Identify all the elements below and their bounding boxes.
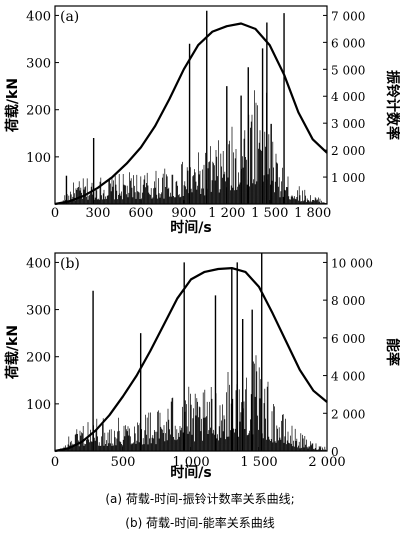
x-tick-label: 0 bbox=[51, 455, 59, 470]
x-tick-label: 1 800 bbox=[294, 206, 331, 221]
caption-a: (a) 荷载-时间-振铃计数率关系曲线; bbox=[105, 492, 295, 506]
x-tick-label: 300 bbox=[86, 206, 111, 221]
x-tick-label: 0 bbox=[51, 206, 59, 221]
y2-tick-label: 7 000 bbox=[331, 9, 365, 23]
y2-tick-label: 10 000 bbox=[331, 256, 373, 270]
y-tick-label: 200 bbox=[26, 351, 51, 366]
y-tick-label: 300 bbox=[26, 57, 51, 72]
y-axis-label: 荷载/kN bbox=[4, 325, 21, 380]
x-tick-label: 1 500 bbox=[240, 455, 277, 470]
load-curve bbox=[54, 267, 328, 453]
y2-tick-label: 1 000 bbox=[331, 171, 365, 185]
y2-tick-label: 3 000 bbox=[331, 117, 365, 131]
plot-frame bbox=[54, 5, 328, 205]
y-tick-label: 400 bbox=[26, 9, 51, 24]
x-tick-label: 500 bbox=[111, 455, 136, 470]
y2-tick-label: 8 000 bbox=[331, 294, 365, 308]
y2-axis-label: 振铃计数率 bbox=[384, 70, 400, 140]
x-tick-label: 1 200 bbox=[208, 206, 245, 221]
x-tick-label: 600 bbox=[128, 206, 153, 221]
x-tick-label: 1 500 bbox=[251, 206, 288, 221]
y-axis-label: 荷载/kN bbox=[4, 78, 21, 133]
y-tick-label: 300 bbox=[26, 304, 51, 319]
x-tick-label: 2 000 bbox=[308, 455, 345, 470]
panel-label: (a) bbox=[60, 9, 79, 25]
y2-tick-label: 6 000 bbox=[331, 332, 365, 346]
y2-tick-label: 5 000 bbox=[331, 63, 365, 77]
x-axis-label: 时间/s bbox=[170, 219, 211, 236]
y2-tick-label: 2 000 bbox=[331, 407, 365, 421]
x-tick-label: 1 000 bbox=[172, 455, 209, 470]
y2-tick-label: 6 000 bbox=[331, 36, 365, 50]
load-curve bbox=[54, 22, 328, 206]
panel-label: (b) bbox=[60, 256, 80, 272]
y2-tick-label: 0 bbox=[331, 445, 339, 459]
y-tick-label: 100 bbox=[26, 151, 51, 166]
x-axis-label: 时间/s bbox=[170, 464, 211, 481]
y-tick-label: 200 bbox=[26, 104, 51, 119]
y2-axis-label: 能率 bbox=[384, 338, 400, 366]
y-tick-label: 400 bbox=[26, 256, 51, 271]
ae-bars bbox=[55, 355, 327, 451]
x-tick-label: 900 bbox=[171, 206, 196, 221]
y-tick-label: 100 bbox=[26, 398, 51, 413]
caption-b: (b) 荷载-时间-能率关系曲线 bbox=[125, 516, 275, 530]
y2-tick-label: 4 000 bbox=[331, 90, 365, 104]
y2-tick-label: 4 000 bbox=[331, 370, 365, 384]
y2-tick-label: 2 000 bbox=[331, 144, 365, 158]
chart-a: 0 300 600 900 1 200 1 500 1 800 100 200 300 400 1 0… bbox=[4, 5, 400, 236]
